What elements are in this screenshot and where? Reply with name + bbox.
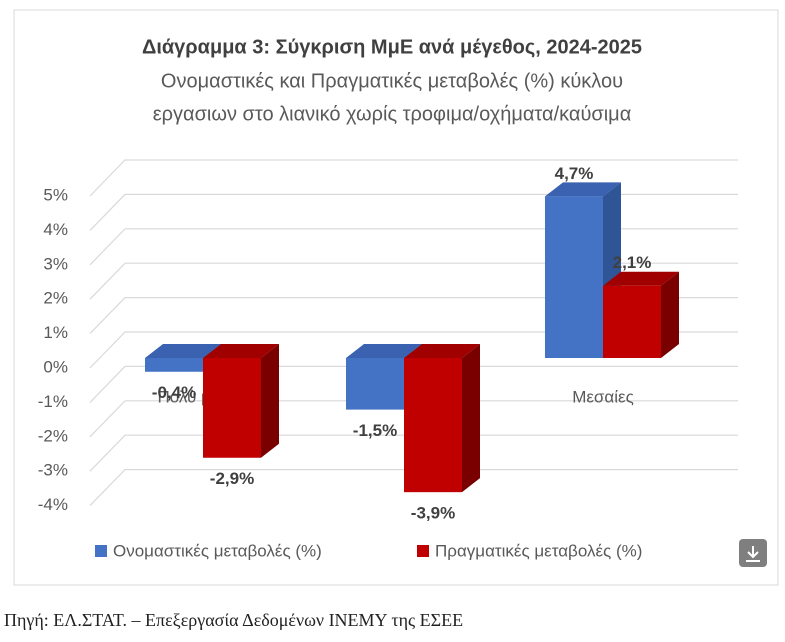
y-tick-label: 1% bbox=[43, 323, 68, 342]
data-label: -0,4% bbox=[152, 383, 196, 402]
grid-line bbox=[89, 469, 738, 507]
bar-top bbox=[404, 344, 480, 358]
y-tick-label: -1% bbox=[38, 392, 68, 411]
bar bbox=[603, 285, 661, 358]
y-tick-label: -2% bbox=[38, 426, 68, 445]
grid-line bbox=[89, 331, 738, 369]
bar-side bbox=[261, 344, 279, 458]
data-label: 4,7% bbox=[555, 164, 594, 183]
bar bbox=[404, 358, 462, 493]
grid-line bbox=[89, 434, 738, 472]
chart-title: Διάγραμμα 3: Σύγκριση ΜμΕ ανά μέγεθος, 2… bbox=[142, 36, 642, 58]
grid-line bbox=[89, 262, 738, 300]
chart-subtitle: Ονομαστικές και Πραγματικές μεταβολές (%… bbox=[161, 70, 623, 92]
download-button[interactable] bbox=[739, 539, 767, 567]
bar-side bbox=[661, 271, 679, 358]
y-tick-label: 5% bbox=[43, 185, 68, 204]
y-tick-label: -3% bbox=[38, 461, 68, 480]
x-tick-label: Μεσαίες bbox=[572, 387, 634, 406]
data-label: -2,9% bbox=[210, 469, 254, 488]
grid-line bbox=[89, 228, 738, 266]
data-label: 2,1% bbox=[613, 253, 652, 272]
y-tick-label: 0% bbox=[43, 357, 68, 376]
download-icon[interactable] bbox=[746, 546, 760, 562]
bar-side bbox=[462, 344, 480, 493]
data-label: -1,5% bbox=[353, 421, 397, 440]
grid-line bbox=[89, 159, 738, 197]
chart-subtitle: εργασιων στο λιανικό χωρίς τροφιμα/οχήμα… bbox=[153, 103, 632, 125]
y-tick-label: 3% bbox=[43, 254, 68, 273]
grid-line bbox=[89, 297, 738, 335]
y-tick-label: 4% bbox=[43, 220, 68, 239]
source-note: Πηγή: ΕΛ.ΣΤΑΤ. – Επεξεργασία Δεδομένων Ι… bbox=[4, 610, 463, 630]
bar-top bbox=[145, 344, 221, 358]
grid-line bbox=[89, 400, 738, 438]
bar-top bbox=[346, 344, 422, 358]
y-tick-label: -4% bbox=[38, 495, 68, 514]
bar-top bbox=[545, 182, 621, 197]
bar bbox=[545, 196, 603, 358]
legend-label: Ονομαστικές μεταβολές (%) bbox=[113, 541, 322, 560]
legend-swatch bbox=[95, 545, 107, 557]
legend-label: Πραγματικές μεταβολές (%) bbox=[435, 541, 642, 560]
legend-swatch bbox=[417, 545, 429, 557]
bar-top bbox=[603, 271, 679, 286]
bar bbox=[145, 358, 203, 372]
y-tick-label: 2% bbox=[43, 289, 68, 308]
bar bbox=[203, 358, 261, 458]
grid-line bbox=[89, 365, 738, 403]
bar bbox=[346, 358, 404, 410]
grid-line bbox=[89, 193, 738, 231]
bar-top bbox=[203, 344, 279, 358]
data-label: -3,9% bbox=[411, 504, 455, 523]
